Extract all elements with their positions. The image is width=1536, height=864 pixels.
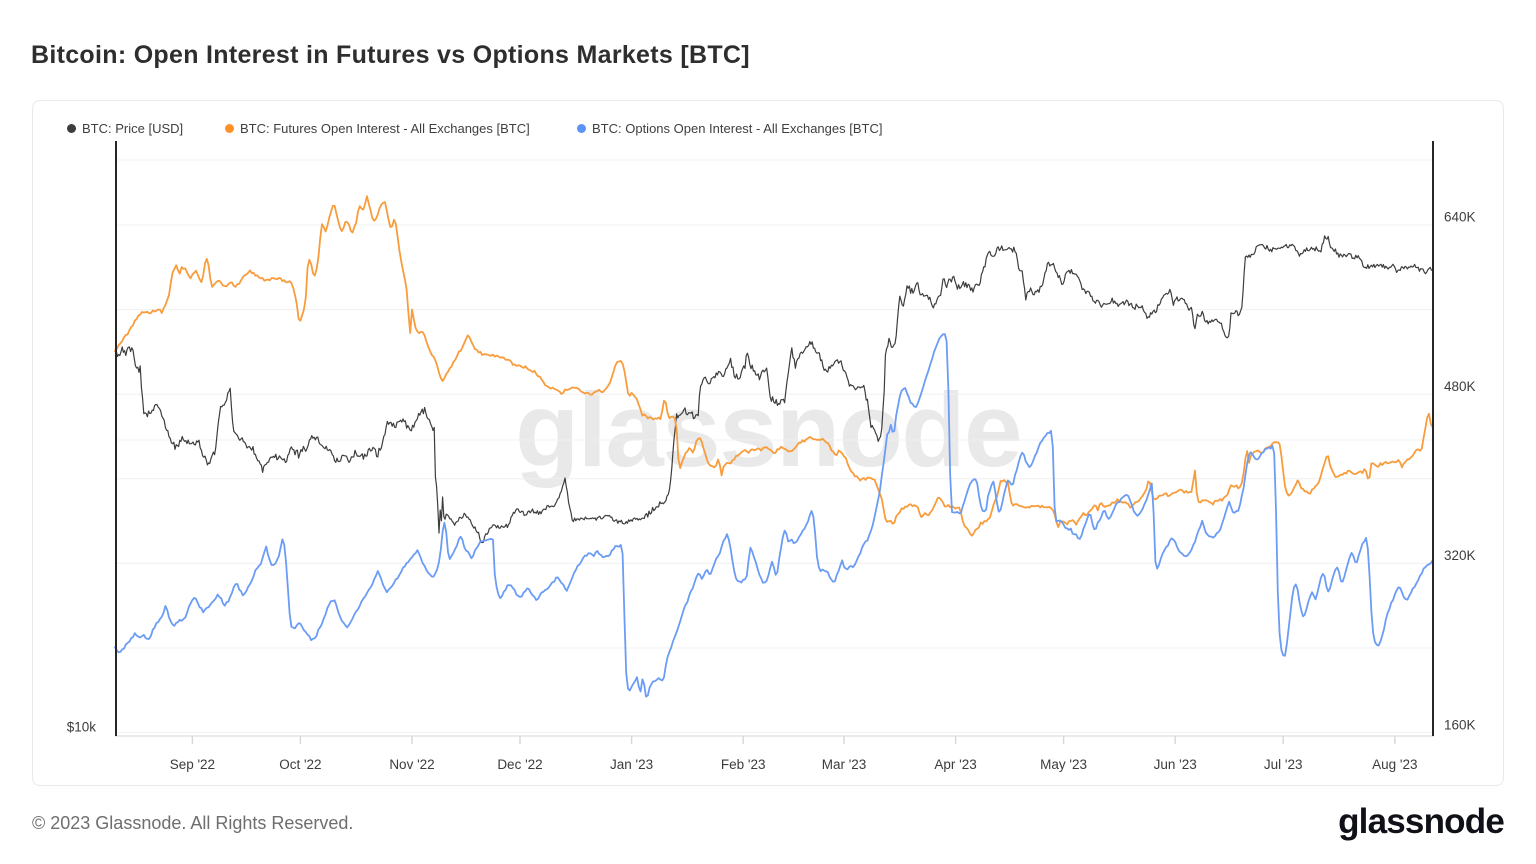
svg-text:Apr '23: Apr '23: [934, 757, 976, 772]
svg-text:640K: 640K: [1444, 210, 1476, 225]
svg-text:480K: 480K: [1444, 379, 1476, 394]
svg-text:Jun '23: Jun '23: [1154, 757, 1197, 772]
svg-text:Jul '23: Jul '23: [1264, 757, 1303, 772]
svg-text:Mar '23: Mar '23: [822, 757, 867, 772]
svg-text:$10k: $10k: [67, 720, 97, 735]
svg-text:160K: 160K: [1444, 717, 1476, 732]
svg-text:Oct '22: Oct '22: [279, 757, 321, 772]
svg-text:Jan '23: Jan '23: [610, 757, 653, 772]
svg-text:Aug '23: Aug '23: [1372, 757, 1417, 772]
svg-text:Sep '22: Sep '22: [170, 757, 215, 772]
svg-text:Nov '22: Nov '22: [389, 757, 434, 772]
svg-text:Dec '22: Dec '22: [497, 757, 542, 772]
svg-text:320K: 320K: [1444, 548, 1476, 563]
svg-text:May '23: May '23: [1040, 757, 1087, 772]
svg-text:Feb '23: Feb '23: [721, 757, 766, 772]
